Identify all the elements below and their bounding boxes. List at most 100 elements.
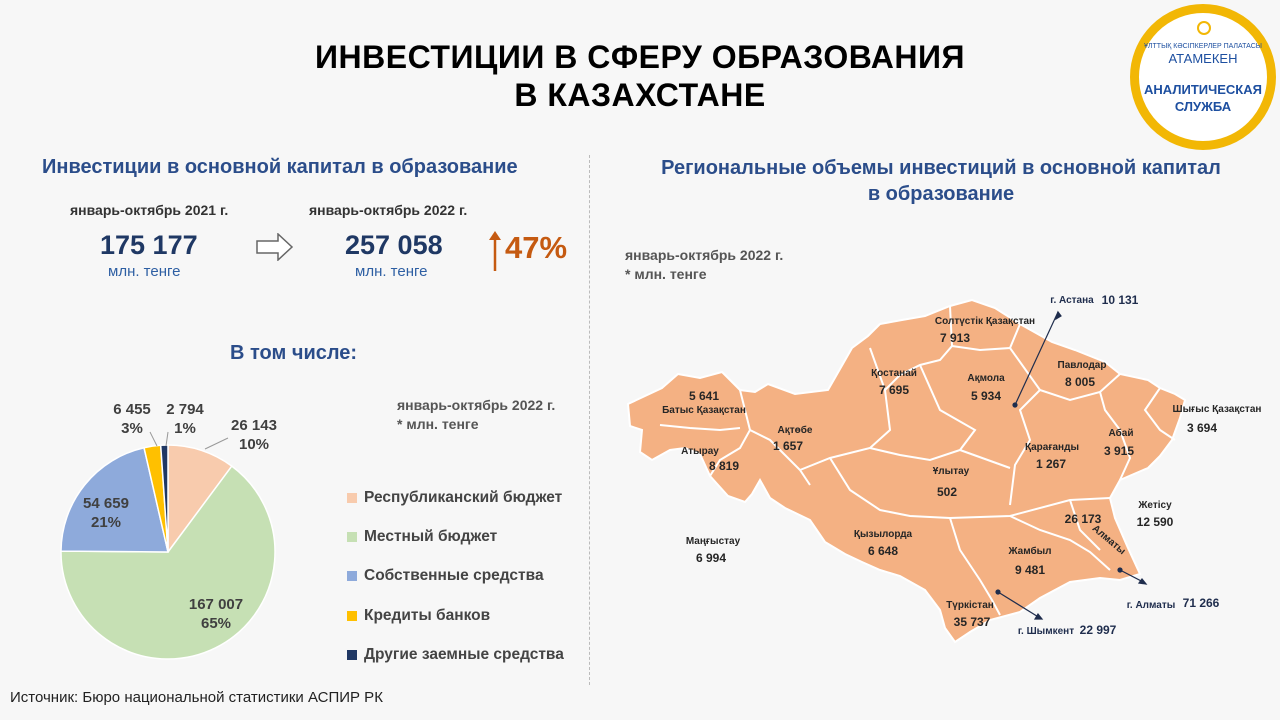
region-name-atyrau: Атырау [681,446,719,457]
period-2022: январь-октябрь 2022 г. [309,202,468,218]
region-value-kyzylorda: 6 648 [868,544,898,558]
pie-slice-other-loans [159,444,169,553]
right-outline-arrow-icon [256,233,294,261]
logo-service-line-2: СЛУЖБА [1174,99,1232,114]
region-value-almaty-reg: 26 173 [1065,512,1102,526]
logo-brand: АТАМЕКЕН [1168,51,1238,66]
subheading: В том числе: [230,342,358,364]
pie-value-label-own-funds: 54 659 [83,495,129,512]
region-name-akmola: Ақмола [967,373,1005,384]
region-name-kostanay: Қостанай [871,368,917,379]
region-value-east-kz: 3 694 [1187,421,1217,435]
region-name-kyzylorda: Қызылорда [854,529,913,540]
region-value-atyrau: 8 819 [709,459,739,473]
pie-leader-lines [149,431,229,450]
legend-item-local: Местный бюджет [347,517,587,556]
region-name-zhambyl: Жамбыл [1007,545,1051,557]
legend-item-other-loans: Другие заемные средства [347,636,587,675]
logo-service-line-1: АНАЛИТИЧЕСКАЯ [1144,82,1262,97]
region-value-abai: 3 915 [1104,444,1134,458]
pie-leader-other-loans [165,431,169,447]
pie-value-label-bank-loans: 6 455 [113,401,151,418]
city-value-astana: 10 131 [1102,293,1139,307]
legend-item-own-funds: Собственные средства [347,557,587,596]
value-2022: 257 058 [345,230,443,260]
region-name-pavlodar: Павлодар [1058,360,1107,371]
region-value-aktobe: 1 657 [773,439,803,453]
region-name-west-kz: Батыс Қазақстан [662,405,746,416]
region-value-ulytau: 502 [937,485,957,499]
region-value-zhetysu: 12 590 [1137,515,1174,529]
pie-value-label-other-loans: 2 794 [166,401,204,418]
legend-item-bank-loans: Кредиты банков [347,596,587,635]
region-value-kostanay: 7 695 [879,383,909,397]
right-heading-line-1: Региональные объемы инвестиций в основно… [661,157,1221,179]
region-name-zhetysu: Жетісу [1137,500,1172,511]
pie-note: январь-октябрь 2022 г. * млн. тенге [397,396,555,434]
pie-note-unit: * млн. тенге [397,416,479,432]
legend-label: Собственные средства [364,567,544,585]
growth-percent: 47% [505,230,568,265]
city-value-almaty: 71 266 [1183,596,1220,610]
region-name-ulytau: Ұлытау [933,466,970,477]
unit-2022: млн. тенге [355,263,428,280]
city-name-almaty: г. Алматы [1127,600,1176,611]
region-name-karaganda: Қарағанды [1025,442,1079,453]
value-2021: 175 177 [100,230,198,260]
legend-label: Кредиты банков [364,606,491,624]
map-note-period: январь-октябрь 2022 г. [625,247,784,263]
region-value-karaganda: 1 267 [1036,457,1066,471]
source-note: Источник: Бюро национальной статистики А… [10,689,383,706]
kazakhstan-map: Батыс Қазақстан 5 641 Атырау 8 819 Ақтөбе 1 6… [626,293,1262,644]
region-name-abai: Абай [1109,427,1134,439]
up-arrow-icon [489,231,501,271]
legend-swatch [347,532,357,543]
logo-service: АНАЛИТИЧЕСКАЯ СЛУЖБА [1139,81,1267,115]
region-value-akmola: 5 934 [971,389,1001,403]
pie-note-period: январь-октябрь 2022 г. [397,397,556,413]
legend-label: Местный бюджет [364,528,498,546]
atameken-logo: ҰЛТТЫҚ КӘСІПКЕРЛЕР ПАЛАТАСЫ АТАМЕКЕН АНА… [1130,4,1276,150]
region-value-turkestan: 35 737 [954,615,991,629]
page-title: ИНВЕСТИЦИИ В СФЕРУ ОБРАЗОВАНИЯ В КАЗАХСТ… [250,38,1030,114]
region-value-pavlodar: 8 005 [1065,375,1095,389]
city-name-astana: г. Астана [1050,295,1094,306]
pie-pct-label-own-funds: 21% [91,514,121,531]
legend-swatch [347,492,357,503]
region-name-turkestan: Түркістан [946,600,994,611]
right-heading-line-2: в образование [867,183,1015,205]
right-heading: Региональные объемы инвестиций в основно… [636,155,1246,207]
unit-2021: млн. тенге [108,263,181,280]
city-name-shymkent: г. Шымкент [1018,626,1074,637]
legend-swatch [347,610,357,621]
ornament-icon [1197,21,1211,35]
title-line-1: ИНВЕСТИЦИИ В СФЕРУ ОБРАЗОВАНИЯ [315,39,965,75]
pie-chart: 26 143 10% 167 007 65% 54 659 21% 6 455 3% 2 794… [60,401,277,660]
pie-value-label-republican: 26 143 [231,417,277,434]
pie-value-label-local: 167 007 [189,596,243,613]
region-name-aktobe: Ақтөбе [778,424,813,436]
region-name-north-kz: Солтүстік Қазақстан [935,316,1035,327]
pie-leader-republican [204,437,229,450]
left-heading: Инвестиции в основной капитал в образова… [42,156,518,178]
logo-brand-small: ҰЛТТЫҚ КӘСІПКЕРЛЕР ПАЛАТАСЫ [1144,43,1262,50]
pie-slice-own-funds [60,446,169,553]
pie-legend: Республиканский бюджет Местный бюджет Собс… [347,478,587,675]
region-name-mangystau: Маңғыстау [686,536,741,547]
region-value-north-kz: 7 913 [940,331,970,345]
legend-label: Другие заемные средства [364,646,564,664]
map-note: январь-октябрь 2022 г. * млн. тенге [625,246,783,284]
pie-leader-bank-loans [149,431,158,447]
pie-pct-label-bank-loans: 3% [121,420,143,437]
city-value-shymkent: 22 997 [1080,623,1117,637]
region-name-east-kz: Шығыс Қазақстан [1173,404,1262,415]
region-value-zhambyl: 9 481 [1015,563,1045,577]
region-value-west-kz: 5 641 [689,389,719,403]
pie-pct-label-local: 65% [201,615,231,632]
pie-slice-local [60,465,276,660]
period-2021: январь-октябрь 2021 г. [70,202,229,218]
map-outline [626,298,1187,644]
legend-item-republican: Республиканский бюджет [347,478,587,517]
region-value-mangystau: 6 994 [696,551,726,565]
pie-pct-label-other-loans: 1% [174,420,196,437]
